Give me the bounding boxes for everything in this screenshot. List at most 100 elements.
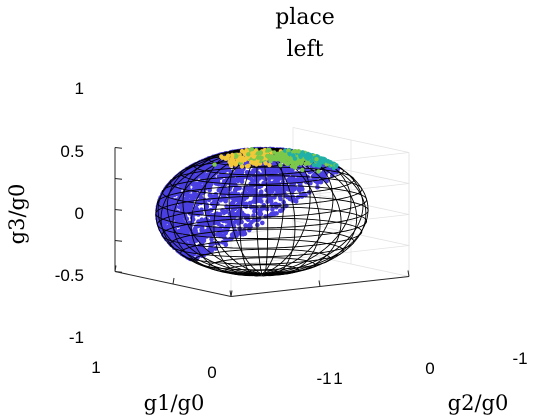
- z-tick-label: -0.5: [55, 266, 84, 285]
- scatter-point: [229, 232, 235, 237]
- highlight-point: [250, 150, 255, 156]
- scatter-point: [167, 211, 173, 216]
- scatter-point: [241, 197, 247, 202]
- wireframe-longitude: [160, 149, 263, 275]
- highlight-point: [307, 152, 313, 158]
- highlight-point: [241, 150, 247, 155]
- scatter-point: [260, 220, 265, 226]
- z-tick-label: -1: [69, 328, 84, 347]
- highlight-point: [267, 162, 272, 168]
- scatter-point: [253, 187, 259, 192]
- highlight-point: [309, 159, 314, 164]
- y-axis-label: g2/g0: [448, 391, 509, 415]
- y-tick-label: 1: [333, 369, 342, 388]
- scatter-point: [177, 204, 182, 210]
- y-tick-mark: [229, 290, 232, 297]
- highlight-point: [239, 164, 245, 169]
- title-line-2: left: [286, 37, 323, 62]
- scatter-point: [218, 197, 223, 203]
- scatter-point: [199, 217, 205, 222]
- z-tick-label: 0.5: [60, 142, 84, 161]
- highlight-point: [286, 156, 291, 161]
- highlight-point: [293, 149, 298, 154]
- scatter-point: [235, 202, 241, 207]
- x-tick-labels: 1 0 -1: [91, 358, 331, 388]
- y-tick-mark: [318, 280, 321, 287]
- highlight-point: [314, 157, 319, 162]
- highlight-point: [300, 167, 305, 173]
- highlight-point: [263, 161, 268, 166]
- highlight-point: [286, 148, 291, 153]
- scatter-point: [239, 168, 245, 173]
- highlight-point: [276, 156, 281, 162]
- highlight-point: [245, 164, 250, 169]
- highlight-point: [257, 155, 263, 160]
- x-tick-label: -1: [316, 369, 331, 388]
- scatter-point: [223, 242, 229, 247]
- scatter-point: [226, 220, 232, 225]
- scatter-point: [223, 238, 229, 243]
- scatter-point: [273, 184, 279, 189]
- highlight-point: [275, 151, 281, 156]
- z-tick-label: 1: [75, 79, 84, 98]
- highlight-point: [230, 157, 236, 163]
- y-tick-mark: [407, 270, 410, 277]
- highlight-point: [294, 162, 300, 167]
- scatter-point: [243, 204, 249, 210]
- highlight-point: [287, 151, 292, 157]
- scatter-point: [235, 178, 241, 184]
- scatter-point: [214, 232, 220, 237]
- scatter-point: [158, 209, 164, 215]
- y-tick-labels: 1 0 -1: [333, 349, 527, 388]
- highlight-point: [282, 148, 288, 153]
- wireframe-longitude: [182, 148, 263, 275]
- scatter-point: [201, 236, 207, 242]
- highlight-point: [318, 156, 323, 161]
- scatter-point: [225, 225, 230, 231]
- highlight-point: [258, 150, 263, 155]
- highlight-point: [300, 150, 305, 155]
- scatter-point: [318, 179, 324, 185]
- highlight-point: [290, 159, 295, 164]
- scatter-point: [221, 210, 227, 216]
- scatter-point: [265, 167, 271, 172]
- scatter-point: [247, 187, 252, 193]
- scatter-point: [319, 171, 325, 176]
- x-tick-mark: [114, 265, 117, 272]
- scatter-point: [228, 194, 234, 199]
- highlight-point: [316, 169, 321, 174]
- scatter-point: [224, 190, 230, 196]
- scatter-point: [221, 233, 227, 238]
- highlight-point: [292, 165, 298, 170]
- scatter-point: [232, 190, 238, 195]
- scatter-point: [230, 201, 236, 206]
- x-tick-label: 1: [91, 358, 100, 377]
- z-tick-mark: [114, 147, 123, 149]
- scatter-point: [278, 208, 283, 214]
- scatter-point: [254, 178, 260, 184]
- scatter-point: [209, 246, 214, 252]
- highlight-point: [299, 159, 304, 164]
- scatter-point: [243, 223, 248, 228]
- scatter-point: [203, 221, 208, 227]
- scatter-point: [226, 167, 232, 172]
- highlight-point: [272, 150, 277, 155]
- scatter-point: [237, 212, 242, 217]
- scatter-point: [277, 194, 283, 200]
- highlight-point: [223, 155, 228, 161]
- highlight-point: [334, 163, 339, 168]
- z-tick-mark: [114, 178, 123, 180]
- highlight-point: [281, 156, 286, 161]
- scatter-point: [301, 176, 306, 182]
- highlight-point: [246, 152, 251, 157]
- highlight-point: [251, 154, 256, 159]
- scatter-point: [184, 230, 190, 235]
- highlight-point: [228, 163, 234, 168]
- scatter-point: [235, 186, 240, 191]
- z-axis-label: g3/g0: [5, 184, 29, 245]
- scatter-point: [294, 177, 299, 183]
- scatter-point: [235, 169, 241, 175]
- z-tick-mark: [114, 240, 123, 242]
- scatter-point: [258, 189, 264, 194]
- scatter-point: [192, 226, 198, 231]
